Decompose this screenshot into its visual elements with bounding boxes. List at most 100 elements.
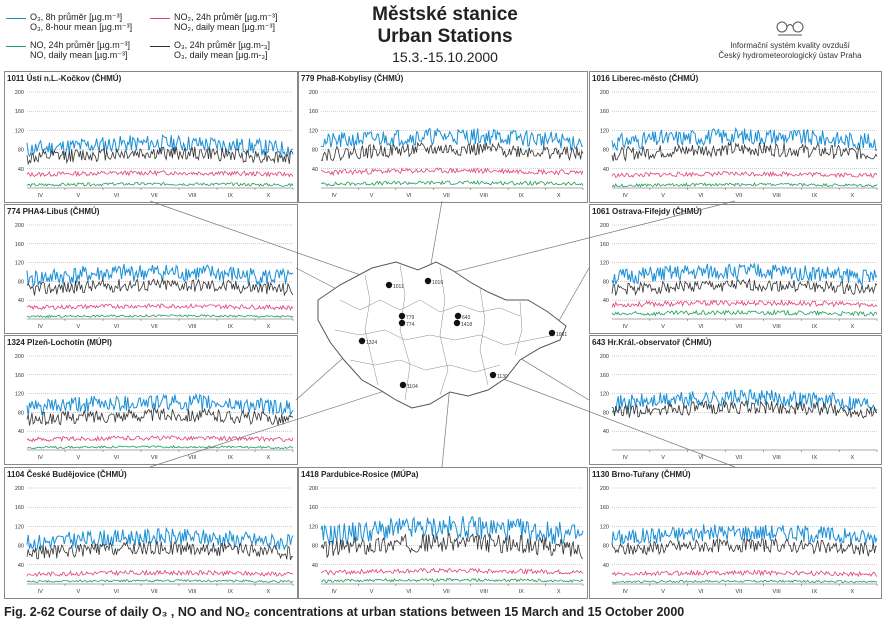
x-tick-label: VI [114, 589, 120, 595]
legend-label-en: O₃, 8-hour mean [µg.m⁻³] [30, 22, 133, 32]
y-tick-label: 120 [309, 128, 318, 134]
x-tick-label: VIII [773, 589, 782, 595]
station-map [300, 260, 590, 420]
institution-line-1: Informační systém kvality ovzduší [730, 41, 850, 50]
x-tick-label: VI [406, 589, 412, 595]
series-line [611, 524, 878, 547]
legend-label-cs: O₃, 24h průměr [µg.m-₃] [174, 40, 271, 50]
chart-title: 643 Hr.Král.-observatoř (ČHMÚ) [592, 338, 712, 347]
x-tick-label: VII [151, 455, 158, 461]
x-tick-label: IV [38, 455, 44, 461]
series-line [26, 407, 294, 426]
series-line [611, 579, 878, 584]
x-tick-label: X [851, 455, 855, 461]
y-tick-label: 80 [603, 148, 609, 154]
x-tick-label: VII [735, 589, 742, 595]
x-tick-label: IV [38, 193, 44, 199]
y-tick-label: 40 [18, 298, 24, 304]
chmi-logo-icon [776, 21, 804, 36]
x-tick-label: VI [698, 455, 704, 461]
x-tick-label: IX [519, 589, 525, 595]
series-line [611, 309, 878, 317]
chart-title: 774 PHA4-Libuš (ČHMÚ) [7, 207, 100, 216]
series-line [320, 532, 584, 559]
x-tick-label: IX [812, 324, 818, 330]
series-line [26, 526, 294, 552]
legend-label-en: NO₂, daily mean [µg.m⁻³] [174, 22, 275, 32]
series-line [611, 537, 877, 557]
y-tick-label: 80 [18, 279, 24, 285]
y-tick-label: 120 [15, 261, 24, 267]
institution-block: Informační systém kvality ovzduší Český … [700, 20, 880, 61]
y-tick-label: 120 [15, 524, 24, 530]
x-tick-label: IV [623, 193, 629, 199]
series-line [320, 141, 584, 162]
x-tick-label: V [76, 324, 80, 330]
x-tick-label: VI [114, 193, 120, 199]
y-tick-label: 160 [600, 373, 609, 379]
legend-swatch-o3-daily [150, 46, 170, 47]
x-tick-label: IV [331, 589, 337, 595]
x-tick-label: V [76, 589, 80, 595]
x-tick-label: IX [228, 589, 234, 595]
chart-panel-brno: 1130 Brno-Tuřany (ČHMÚ) 40 80 120 160 200 IV V V… [589, 467, 882, 599]
series-line [26, 303, 294, 311]
y-tick-label: 160 [15, 373, 24, 379]
y-tick-label: 200 [600, 354, 609, 360]
chart-title: 779 Pha8-Kobylisy (ČHMÚ) [301, 74, 404, 83]
x-tick-label: VII [443, 589, 450, 595]
x-tick-label: X [851, 324, 855, 330]
chart-title: 1061 Ostrava-Fifejdy (ČHMÚ) [592, 207, 702, 216]
x-tick-label: VIII [480, 193, 489, 199]
series-line [611, 141, 878, 162]
x-tick-label: VI [698, 193, 704, 199]
series-line [611, 277, 878, 296]
y-tick-label: 40 [18, 563, 24, 569]
x-tick-label: IX [228, 324, 234, 330]
x-tick-label: IV [331, 193, 337, 199]
x-tick-label: VII [151, 324, 158, 330]
y-tick-label: 80 [603, 279, 609, 285]
chart-panel-hradec: 643 Hr.Král.-observatoř (ČHMÚ) 40 80 120 160… [589, 335, 882, 465]
x-tick-label: VIII [188, 589, 197, 595]
chart-title: 1130 Brno-Tuřany (ČHMÚ) [592, 470, 691, 479]
series-line [26, 169, 294, 178]
x-tick-label: V [370, 193, 374, 199]
y-tick-label: 200 [600, 486, 609, 492]
series-line [611, 299, 878, 309]
x-tick-label: IV [623, 455, 629, 461]
y-tick-label: 40 [603, 298, 609, 304]
legend-swatch-o3-8h [6, 18, 26, 19]
series-line [26, 579, 294, 584]
x-tick-label: X [851, 193, 855, 199]
y-tick-label: 40 [312, 167, 318, 173]
chart-title: 1324 Plzeň-Lochotín (MÚPl) [7, 338, 112, 347]
x-tick-label: X [266, 193, 270, 199]
y-tick-label: 160 [309, 109, 318, 115]
x-tick-label: X [851, 589, 855, 595]
y-tick-label: 160 [600, 242, 609, 248]
chart-title: 1418 Pardubice-Rosice (MÚPa) [301, 470, 419, 479]
x-tick-label: VIII [188, 455, 197, 461]
x-tick-label: V [661, 193, 665, 199]
x-tick-label: VIII [773, 193, 782, 199]
series-line [26, 540, 294, 560]
chart-panel-plzen: 1324 Plzeň-Lochotín (MÚPl) 40 80 120 160 200 I… [4, 335, 298, 465]
series-line [611, 389, 878, 413]
y-tick-label: 160 [15, 109, 24, 115]
legend-item-o3-8h: O₃, 8h průměr [µg.m⁻³] O₃, 8-hour mean [µ… [6, 12, 166, 36]
x-tick-label: VI [406, 193, 412, 199]
x-tick-label: IX [228, 193, 234, 199]
chart-panel-pardubice: 1418 Pardubice-Rosice (MÚPa) 40 80 120 160 20… [298, 467, 588, 599]
title-period: 15.3.-15.10.2000 [392, 49, 498, 65]
y-tick-label: 40 [603, 429, 609, 435]
x-tick-label: IX [812, 455, 818, 461]
series-line [320, 516, 584, 546]
y-tick-label: 40 [18, 429, 24, 435]
x-tick-label: VIII [480, 589, 489, 595]
y-tick-label: 200 [309, 90, 318, 96]
y-tick-label: 160 [600, 109, 609, 115]
x-tick-label: VIII [188, 324, 197, 330]
x-tick-label: VII [735, 455, 742, 461]
y-tick-label: 80 [603, 410, 609, 416]
